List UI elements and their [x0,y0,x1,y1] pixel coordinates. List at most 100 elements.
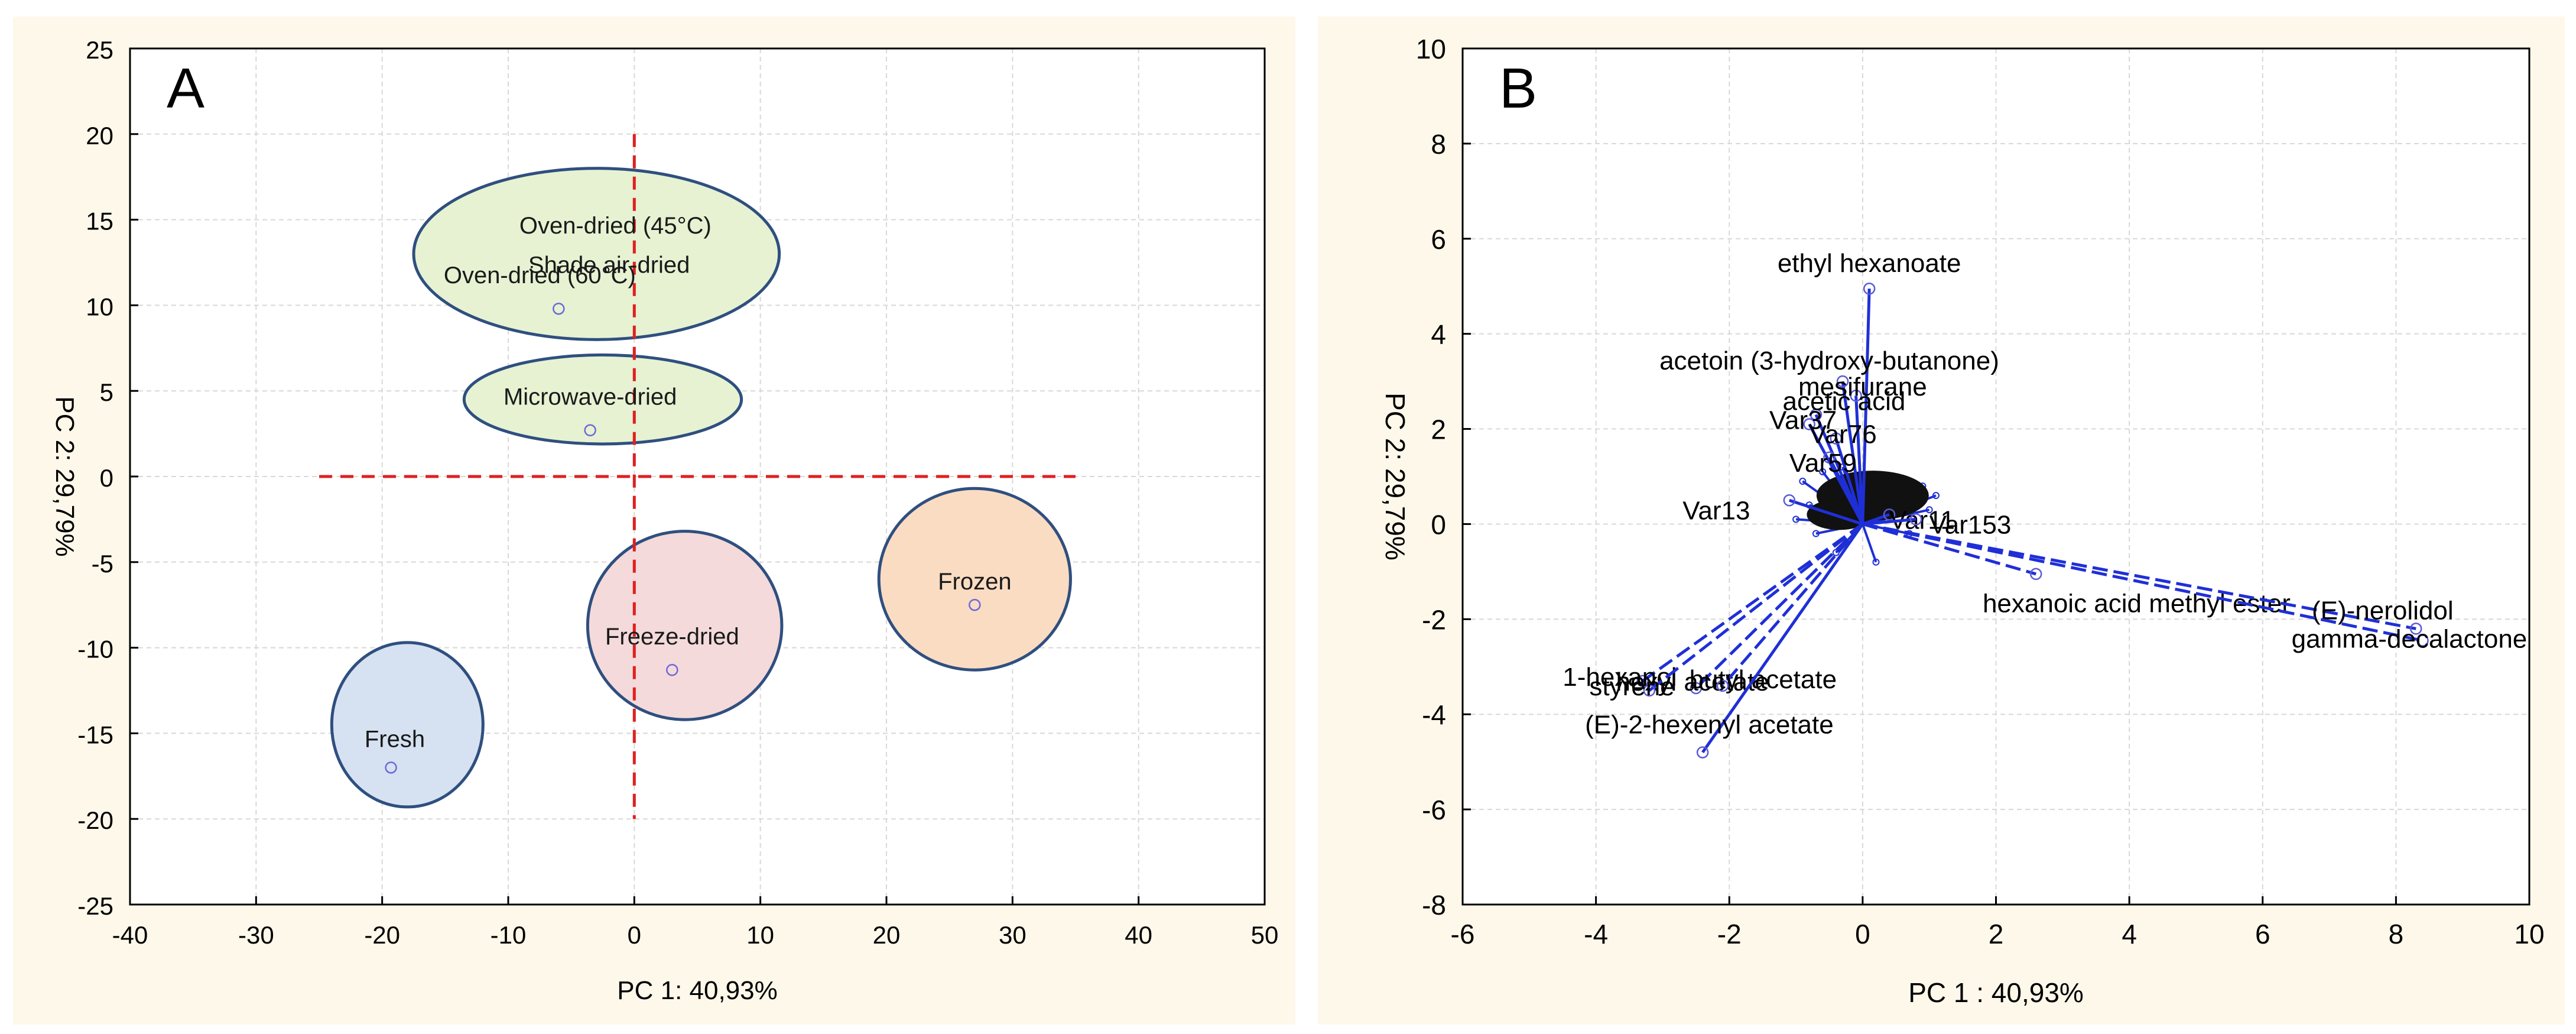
x-tick-label: 8 [2389,919,2404,949]
y-axis-title: PC 2: 29,79% [50,396,79,557]
loading-vector-tip [2416,634,2429,647]
vector-label: 1-hexanol [1563,663,1677,692]
loading-vector [1862,522,2416,630]
score-point [666,663,678,676]
x-tick-label: -2 [1717,919,1742,949]
vector-label: Var13 [1682,496,1750,525]
vector-label: acetoin (3-hydroxy-butanone) [1659,346,1999,375]
x-tick-label: -10 [490,921,527,949]
vector-label: ethyl hexanoate [1778,249,1961,278]
loading-vector-tip [1823,451,1836,464]
y-tick-label: -4 [1422,699,1446,730]
group-label: Shade air-dried [528,252,690,278]
y-tick-label: -5 [92,550,113,578]
vector-label: Var76 [1810,420,1877,449]
vector-label: styrene [1589,672,1674,701]
cluster-vector-tip [1872,558,1880,566]
x-tick-label: 0 [628,921,641,949]
x-tick-label: 40 [1125,921,1152,949]
y-tick-label: -25 [77,892,113,920]
loading-vector [1862,523,2036,576]
panel-label: A [167,57,204,120]
cluster-vector-tip [1792,516,1800,523]
x-tick-label: 2 [1989,919,2004,949]
score-point [584,424,596,437]
loading-vector [1834,437,1864,525]
loading-vector [1841,381,1864,524]
cluster-vector [1861,523,1877,563]
vector-layer: ethyl hexanoate acetoin (3-hydroxy-butano… [1563,249,2528,759]
y-tick-label: 20 [86,122,113,150]
loading-vector-tip [1883,508,1896,521]
vector-label: gamma-decalactone [2292,625,2528,654]
x-tick-label: -4 [1584,919,1608,949]
vector-label: (E)-2-hexenyl acetate [1585,710,1834,739]
loading-vector [1648,523,1864,692]
vector-label: acetic acid [1783,387,1906,416]
y-tick-label: -10 [77,636,113,663]
cluster-vector-tip [1812,530,1820,537]
x-axis-title: PC 1: 40,93% [617,976,778,1005]
x-tick-label: 10 [746,921,774,949]
loading-vector [1828,456,1864,525]
y-tick-label: -2 [1422,604,1446,635]
loading-vector [1721,523,1864,687]
group-label: Oven-dried (45°C) [519,213,712,239]
panel-a-score-plot: -40 -30 -20 -10 0 10 20 30 40 50 -25 -20 -15 -10 -5 0 5 1… [13,17,1295,1025]
vector-label: butyl acetate [1690,665,1837,694]
loading-vector-tip [1690,682,1703,695]
x-tick-label: 0 [1855,919,1870,949]
loading-vector [1701,523,1864,754]
loading-vector [1862,517,1916,526]
loading-vector [1789,498,1863,526]
group-ellipse [586,530,784,721]
y-tick-label: 4 [1431,319,1446,350]
y-tick-label: 10 [86,293,113,320]
loading-vector-tip [1850,389,1862,402]
group-label: Oven-dried (60°C) [444,262,636,289]
score-point [969,598,981,611]
x-tick-label: 50 [1251,921,1279,949]
loading-vector-tip [1643,684,1656,697]
y-tick-label: -20 [77,806,113,834]
cluster-vector-tip [1799,478,1807,485]
group-ellipse [412,167,781,341]
y-tick-label: -8 [1422,890,1446,920]
x-tick-label: 30 [999,921,1026,949]
y-tick-label: 8 [1431,129,1446,160]
vector-label: Var59 [1789,449,1857,478]
vector-label: Var153 [1929,511,2012,540]
cluster-vector-tip [1932,492,1940,500]
vector-label: mesifurane [1798,372,1927,401]
y-tick-label: -15 [77,721,113,748]
loading-vector [1861,289,1871,524]
group-label: Microwave-dried [503,384,677,410]
y-tick-label: 15 [86,208,113,235]
group-ellipse [877,487,1072,672]
y-tick-label: 6 [1431,224,1446,255]
x-tick-label: 10 [2514,919,2544,949]
loading-vector [1695,523,1864,689]
x-tick-label: -40 [112,921,148,949]
x-tick-label: -6 [1451,919,1475,949]
loading-vector-tip [1636,675,1649,688]
cluster-vector-tip [1819,468,1827,475]
loading-vector-tip [2029,568,2042,581]
cluster-vector-tip [1832,549,1840,556]
loading-vector-tip [1716,679,1729,692]
loading-vector [1854,396,1864,524]
x-tick-label: 20 [873,921,901,949]
group-label: Fresh [365,727,425,753]
loading-vector-tip [1909,513,1922,526]
x-axis-title: PC 1 : 40,93% [1908,977,2084,1008]
y-tick-label: 0 [100,464,113,492]
vector-label: Var37 [1769,406,1837,435]
loading-vector-tip [1783,494,1796,507]
loading-vector-tip [1836,375,1849,388]
group-ellipse [330,641,485,809]
score-point [553,302,565,315]
loading-vector-tip [2409,623,2422,635]
x-tick-label: 4 [2122,919,2137,949]
